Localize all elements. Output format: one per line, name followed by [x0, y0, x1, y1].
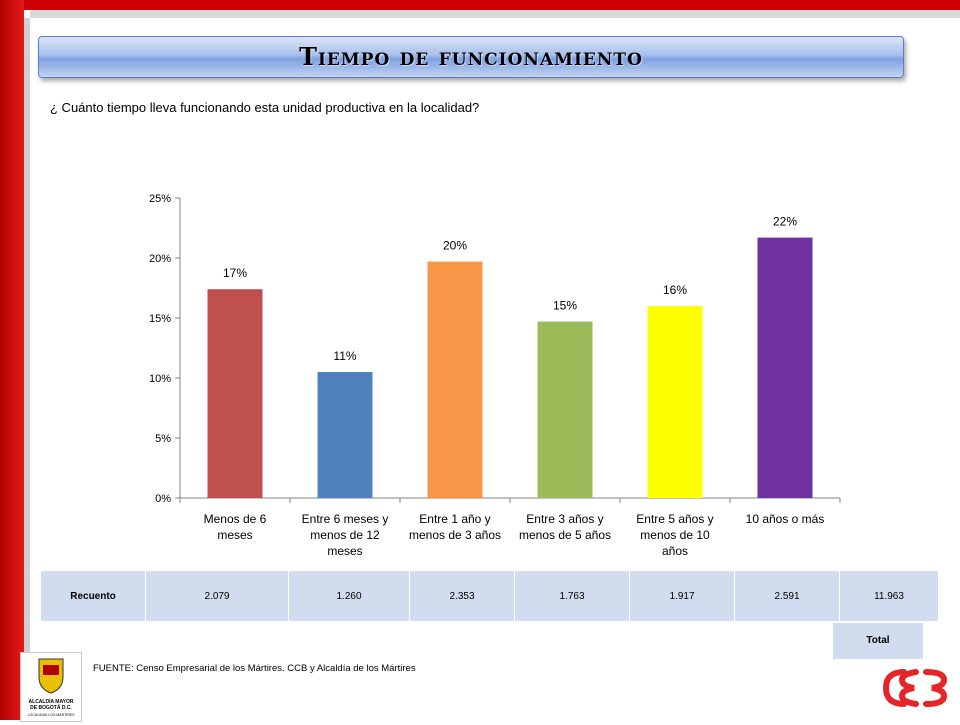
data-label: 17%	[223, 266, 247, 280]
source-note: FUENTE: Censo Empresarial de los Mártire…	[93, 663, 416, 674]
x-tick-label: Entre 5 años y menos de 10 años	[636, 512, 713, 558]
x-tick-label: Entre 3 años y menos de 5 años	[519, 512, 611, 542]
data-label: 22%	[773, 215, 797, 229]
top-gray-bar	[30, 10, 960, 18]
table-cell: 2.353	[409, 570, 515, 622]
left-gray-bar	[24, 18, 30, 720]
svg-text:LOCALIDAD LOS MÁRTIRES: LOCALIDAD LOS MÁRTIRES	[28, 713, 75, 717]
count-table: Recuento 2.079 1.260 2.353 1.763 1.917 2…	[40, 570, 939, 622]
total-label: Total	[832, 622, 924, 660]
bar	[647, 306, 703, 498]
table-cell: 1.763	[514, 570, 630, 622]
top-red-bar	[0, 0, 960, 10]
bar	[317, 372, 373, 498]
table-row-label: Recuento	[40, 570, 146, 622]
svg-text:DE BOGOTÁ D.C.: DE BOGOTÁ D.C.	[30, 704, 72, 711]
left-red-bar	[0, 0, 24, 720]
x-tick-label: 10 años o más	[746, 512, 825, 526]
table-cell: 2.591	[734, 570, 840, 622]
slide-title: Tiempo de funcionamiento	[299, 42, 643, 71]
data-label: 11%	[333, 349, 356, 363]
table-cell: 2.079	[145, 570, 289, 622]
alcaldia-logo: ALCALDÍA MAYOR DE BOGOTÁ D.C. LOCALIDAD …	[20, 652, 82, 722]
bar-chart: 0% 5% 10% 15% 20% 25% 17% Menos de 6 meses 11% Ent…	[149, 193, 841, 558]
x-tick-label: Entre 1 año y menos de 3 años	[409, 512, 501, 542]
bar	[427, 261, 483, 498]
x-tick-label: Entre 6 meses y menos de 12 meses	[302, 512, 389, 558]
bar	[537, 321, 593, 498]
y-tick-label: 10%	[149, 373, 171, 385]
title-banner: Tiempo de funcionamiento	[38, 36, 904, 78]
data-label: 20%	[443, 239, 467, 253]
table-cell: 1.917	[629, 570, 735, 622]
y-tick-label: 25%	[149, 193, 171, 205]
table-cell-total-value: 11.963	[839, 570, 939, 622]
bar	[757, 237, 813, 498]
y-tick-label: 20%	[149, 253, 171, 265]
svg-text:ALCALDÍA MAYOR: ALCALDÍA MAYOR	[29, 697, 74, 705]
bar	[207, 289, 263, 498]
question-text: ¿ Cuánto tiempo lleva funcionando esta u…	[50, 100, 480, 115]
table-cell: 1.260	[288, 570, 410, 622]
y-tick-label: 15%	[149, 313, 171, 325]
data-label: 15%	[553, 299, 577, 313]
x-tick-label: Menos de 6 meses	[204, 512, 267, 542]
y-tick-label: 5%	[155, 433, 171, 445]
ccb-logo	[880, 664, 950, 712]
table-row: Recuento 2.079 1.260 2.353 1.763 1.917 2…	[40, 570, 939, 622]
y-tick-label: 0%	[155, 493, 171, 505]
data-label: 16%	[663, 283, 687, 297]
